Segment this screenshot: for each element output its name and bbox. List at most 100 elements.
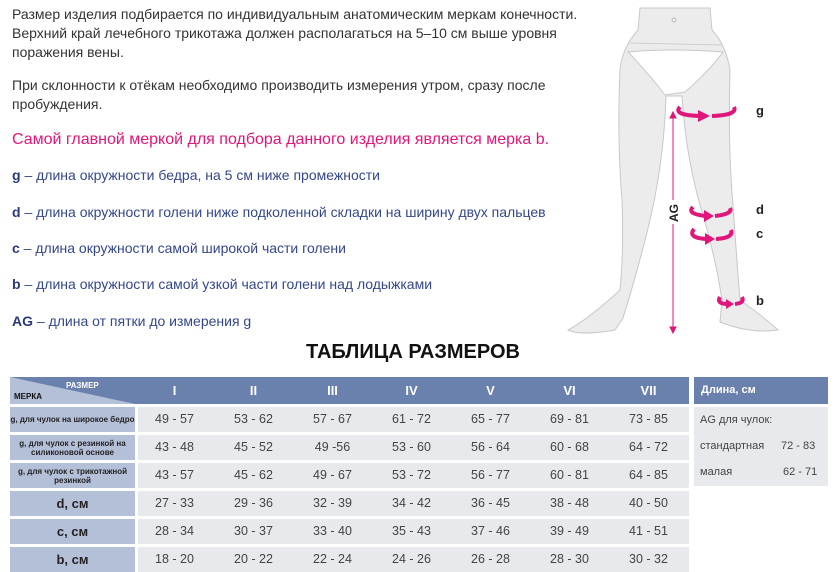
table-cell: 37 - 46	[471, 524, 510, 538]
table-cell: 53 - 62	[234, 412, 273, 426]
table-cell: 56 - 64	[471, 440, 510, 454]
row-cells: 43 - 48 45 - 52 49 -56 53 - 60 56 - 64 60 - 6…	[138, 435, 689, 460]
size-header-iv: IV	[405, 383, 418, 398]
table-cell: 56 - 77	[471, 468, 510, 482]
table-cell: 28 - 34	[155, 524, 194, 538]
table-cell: 34 - 42	[392, 496, 431, 510]
label-g: g	[756, 103, 764, 118]
size-header-i: I	[172, 383, 177, 398]
row-label: c, см	[10, 519, 135, 544]
legend-key: AG	[12, 313, 33, 329]
table-cell: 32 - 39	[313, 496, 352, 510]
table-cell: 64 - 72	[629, 440, 668, 454]
length-standard-value: 72 - 83	[781, 440, 816, 452]
legend-text: – длина окружности самой узкой части гол…	[20, 276, 433, 292]
underwear	[626, 49, 724, 96]
table-cell: 53 - 60	[392, 440, 431, 454]
table-cell: 64 - 85	[629, 468, 668, 482]
size-header-vii: VII	[640, 383, 657, 398]
table-cell: 69 - 81	[550, 412, 589, 426]
main-measure-note: Самой главной меркой для подбора данного…	[12, 131, 550, 148]
table-cell: 49 - 67	[313, 468, 352, 482]
table-cell: 20 - 22	[234, 552, 273, 566]
table-cell: 65 - 77	[471, 412, 510, 426]
table-title: ТАБЛИЦА РАЗМЕРОВ	[306, 341, 520, 363]
row-label: g, для чулок с резинкой на силиконовой о…	[10, 435, 135, 460]
table-cell: 33 - 40	[313, 524, 352, 538]
label-c: c	[756, 226, 764, 241]
intro-paragraph-1: Размер изделия подбирается по индивидуал…	[12, 6, 578, 60]
table-cell: 28 - 30	[550, 552, 589, 566]
length-small-value: 62 - 71	[783, 466, 818, 478]
legend-item-g: g – длина окружности бедра, на 5 см ниже…	[12, 167, 380, 183]
header-corner: РАЗМЕР МЕРКА	[10, 377, 135, 404]
table-cell: 41 - 51	[629, 524, 668, 538]
row-label: g, для чулок на широкое бедро	[10, 407, 135, 432]
table-cell: 53 - 72	[392, 468, 431, 482]
table-cell: 24 - 26	[392, 552, 431, 566]
table-header: РАЗМЕР МЕРКА I II III IV V VI VII	[10, 377, 689, 404]
table-row: c, см 28 - 34 30 - 37 33 - 40 35 - 43 37 - 46…	[10, 519, 689, 544]
table-row: g, для чулок с резинкой на силиконовой о…	[10, 435, 689, 460]
legend-text: – длина окружности бедра, на 5 см ниже п…	[20, 167, 380, 183]
table-cell: 39 - 49	[550, 524, 589, 538]
row-cells: 43 - 57 45 - 62 49 - 67 53 - 72 56 - 77 60 - …	[138, 463, 689, 488]
table-cell: 45 - 62	[234, 468, 273, 482]
table-cell: 49 - 57	[155, 412, 194, 426]
legend-item-b: b – длина окружности самой узкой части г…	[12, 276, 432, 292]
row-cells: 18 - 20 20 - 22 22 - 24 24 - 26 26 - 28 28 - …	[138, 547, 689, 572]
measure-arrow-g	[676, 105, 737, 122]
label-d: d	[756, 202, 764, 217]
length-standard-label: стандартная	[700, 440, 765, 452]
table-cell: 60 - 81	[550, 468, 589, 482]
table-cell: 45 - 52	[234, 440, 273, 454]
table-cell: 22 - 24	[313, 552, 352, 566]
legend-item-d: d – длина окружности голени ниже подколе…	[12, 204, 546, 220]
table-cell: 61 - 72	[392, 412, 431, 426]
table-cell: 18 - 20	[155, 552, 194, 566]
size-header-vi: VI	[563, 383, 576, 398]
table-cell: 38 - 48	[550, 496, 589, 510]
length-subtitle: AG для чулок:	[700, 414, 773, 426]
row-cells: 27 - 33 29 - 36 32 - 39 34 - 42 36 - 45 38 - …	[138, 491, 689, 516]
table-cell: 29 - 36	[234, 496, 273, 510]
measure-arrow-c	[690, 227, 734, 245]
legend-text: – длина окружности самой широкой части г…	[19, 240, 346, 256]
table-cell: 49 -56	[314, 440, 351, 454]
table-cell: 73 - 85	[629, 412, 668, 426]
body-silhouette	[566, 7, 780, 334]
legend-key: b	[12, 276, 21, 292]
label-b: b	[756, 293, 764, 308]
leg-diagram: AG	[566, 7, 780, 335]
row-cells: 49 - 57 53 - 62 57 - 67 61 - 72 65 - 77 69 - …	[138, 407, 689, 432]
length-box: Длина, см AG для чулок: стандартная 72 -…	[694, 377, 828, 486]
legend-key: g	[12, 167, 21, 183]
legend-item-c: c – длина окружности самой широкой части…	[12, 240, 346, 256]
table-cell: 57 - 67	[313, 412, 352, 426]
ag-label: AG	[667, 204, 681, 222]
measure-arrow-b	[717, 296, 745, 309]
table-row: b, см 18 - 20 20 - 22 22 - 24 24 - 26 26 - 28…	[10, 547, 689, 572]
table-cell: 30 - 32	[629, 552, 668, 566]
measure-arrow-d	[689, 205, 733, 222]
legend-text: – длина от пятки до измерения g	[33, 313, 252, 329]
table-cell: 35 - 43	[392, 524, 431, 538]
legend-item-ag: AG – длина от пятки до измерения g	[12, 313, 251, 329]
length-header: Длина, см	[694, 377, 828, 404]
table-cell: 43 - 57	[155, 468, 194, 482]
table-row: g, для чулок с трикотажной резинкой 43 - …	[10, 463, 689, 488]
size-header-ii: II	[249, 383, 258, 398]
table-cell: 43 - 48	[155, 440, 194, 454]
row-label: d, см	[10, 491, 135, 516]
table-cell: 40 - 50	[629, 496, 668, 510]
table-cell: 60 - 68	[550, 440, 589, 454]
row-cells: 28 - 34 30 - 37 33 - 40 35 - 43 37 - 46 39 - …	[138, 519, 689, 544]
size-header-iii: III	[327, 383, 338, 398]
corner-size-label: РАЗМЕР	[66, 381, 99, 390]
legend-text: – длина окружности голени ниже подколенн…	[20, 204, 546, 220]
table-cell: 36 - 45	[471, 496, 510, 510]
table-cell: 27 - 33	[155, 496, 194, 510]
table-row: d, см 27 - 33 29 - 36 32 - 39 34 - 42 36 - 45…	[10, 491, 689, 516]
table-cell: 30 - 37	[234, 524, 273, 538]
legend-key: c	[12, 240, 20, 256]
